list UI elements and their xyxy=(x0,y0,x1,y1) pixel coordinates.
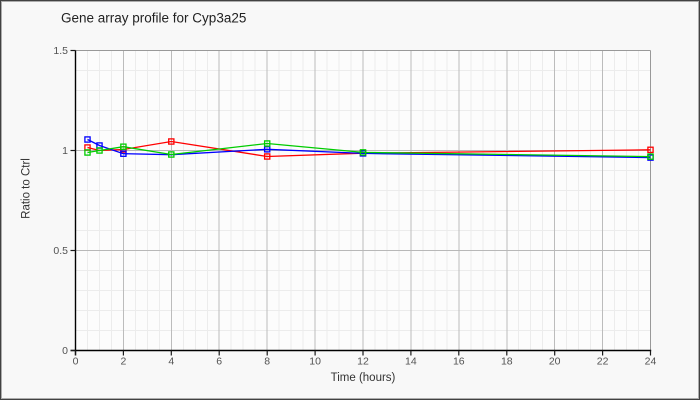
svg-text:Gene array profile for Cyp3a25: Gene array profile for Cyp3a25 xyxy=(61,11,246,26)
svg-text:0.5: 0.5 xyxy=(53,245,68,257)
svg-text:Time (hours): Time (hours) xyxy=(331,372,396,384)
svg-text:12: 12 xyxy=(357,356,369,368)
svg-text:20: 20 xyxy=(549,356,561,368)
svg-text:16: 16 xyxy=(453,356,465,368)
svg-text:18: 18 xyxy=(501,356,513,368)
svg-text:22: 22 xyxy=(597,356,609,368)
svg-text:8: 8 xyxy=(264,356,270,368)
svg-text:14: 14 xyxy=(405,356,417,368)
svg-text:24: 24 xyxy=(645,356,657,368)
svg-text:1: 1 xyxy=(62,145,68,157)
svg-text:4: 4 xyxy=(168,356,174,368)
svg-text:0: 0 xyxy=(73,356,79,368)
svg-text:Ratio to Ctrl: Ratio to Ctrl xyxy=(21,158,33,219)
svg-text:10: 10 xyxy=(309,356,321,368)
svg-text:1.5: 1.5 xyxy=(53,45,68,57)
svg-text:2: 2 xyxy=(120,356,126,368)
svg-text:6: 6 xyxy=(216,356,222,368)
svg-text:0: 0 xyxy=(62,345,68,357)
